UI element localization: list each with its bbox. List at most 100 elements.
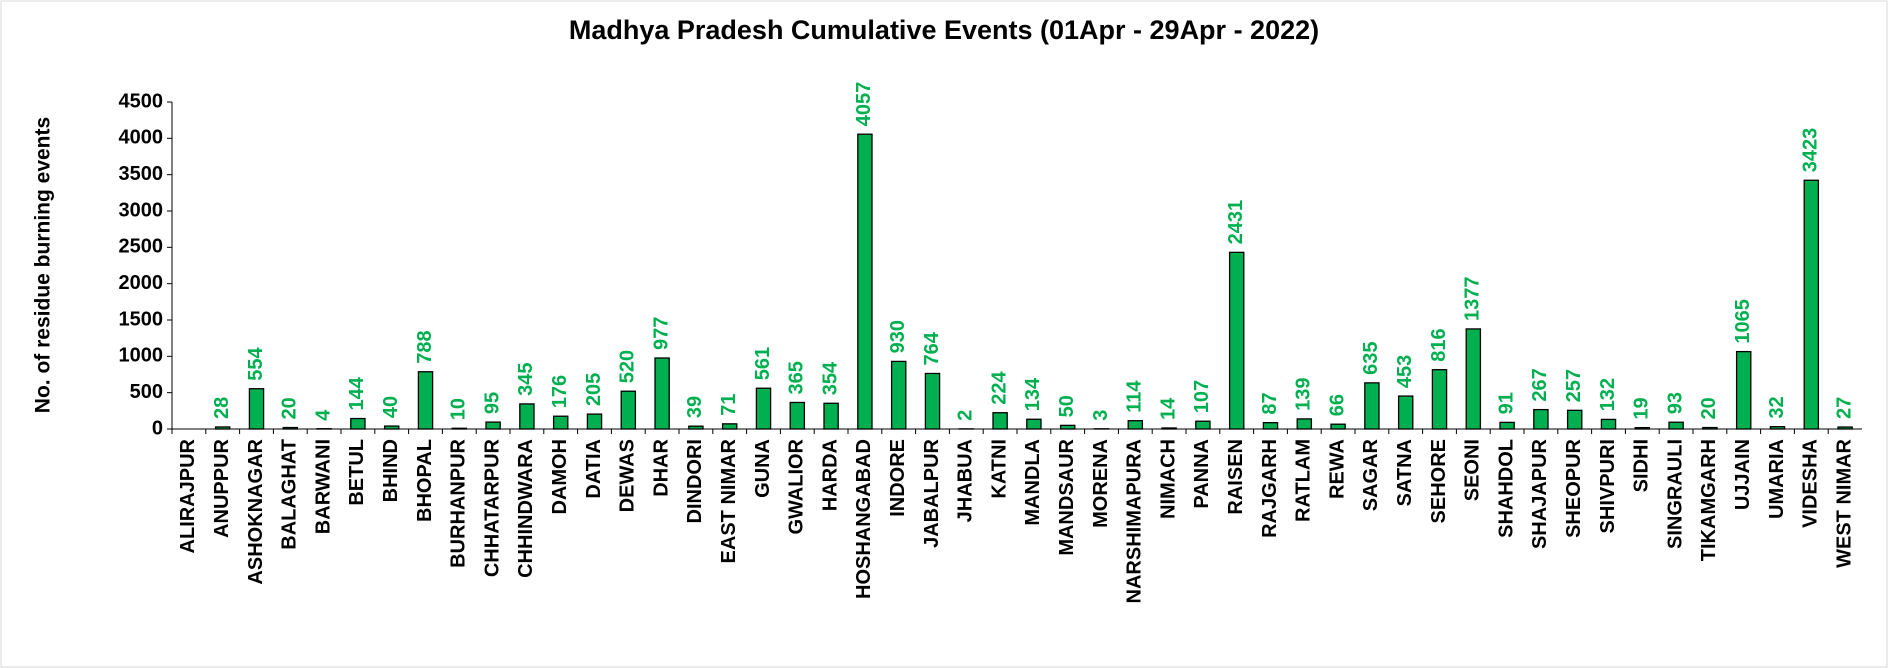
y-tick-label: 3000 bbox=[119, 199, 164, 221]
data-label: 816 bbox=[1428, 328, 1450, 361]
x-tick-label: REWA bbox=[1326, 439, 1348, 499]
x-tick-label: ALIRAJPUR bbox=[177, 438, 199, 553]
bar bbox=[519, 403, 535, 430]
bar bbox=[823, 402, 839, 430]
bar bbox=[654, 357, 670, 430]
x-tick-label: JABALPUR bbox=[921, 438, 943, 547]
x-tick-label: NARSHIMAPURA bbox=[1124, 439, 1146, 603]
bar bbox=[1600, 418, 1617, 430]
x-tick-label: SHIVPURI bbox=[1597, 439, 1619, 533]
bar bbox=[1803, 179, 1820, 430]
bar bbox=[1262, 422, 1279, 430]
y-tick-label: 3500 bbox=[119, 163, 164, 185]
bar bbox=[1026, 418, 1042, 430]
data-label: 144 bbox=[346, 376, 368, 410]
y-tick-label: 2500 bbox=[119, 236, 164, 258]
bar bbox=[1837, 426, 1853, 430]
data-label: 20 bbox=[1698, 397, 1720, 419]
bar bbox=[1161, 427, 1177, 430]
x-tick-label: MANDLA bbox=[1022, 439, 1044, 526]
x-tick-label: SINGRAULI bbox=[1664, 439, 1686, 549]
x-tick-label: ASHOKNAGAR bbox=[245, 438, 267, 584]
bar bbox=[1296, 418, 1313, 430]
chart-title: Madhya Pradesh Cumulative Events (01Apr … bbox=[569, 15, 1319, 45]
x-tick-label: KATNI bbox=[988, 439, 1010, 499]
bar bbox=[992, 412, 1008, 430]
x-tick-label: DEWAS bbox=[617, 439, 639, 512]
data-label: 27 bbox=[1833, 397, 1855, 419]
data-label: 788 bbox=[414, 330, 436, 363]
bar bbox=[857, 133, 873, 430]
data-label: 345 bbox=[515, 363, 537, 396]
x-tick-label: EAST NIMAR bbox=[718, 438, 740, 563]
x-tick-label: HARDA bbox=[819, 439, 841, 511]
data-label: 4 bbox=[312, 409, 334, 421]
data-label: 2431 bbox=[1225, 200, 1247, 245]
data-label: 1377 bbox=[1462, 276, 1484, 321]
y-tick-label: 4500 bbox=[119, 90, 164, 112]
data-label: 28 bbox=[211, 397, 233, 419]
x-tick-label: NIMACH bbox=[1157, 439, 1179, 519]
bar bbox=[1634, 426, 1651, 430]
data-label: 71 bbox=[718, 394, 740, 416]
data-label: 453 bbox=[1394, 355, 1416, 388]
data-label: 176 bbox=[549, 375, 571, 408]
x-tick-label: JHABUA bbox=[955, 439, 977, 522]
data-label: 91 bbox=[1495, 392, 1517, 414]
bar bbox=[1769, 426, 1786, 430]
bar bbox=[1668, 421, 1684, 430]
data-label: 205 bbox=[583, 373, 605, 406]
data-label: 19 bbox=[1631, 397, 1653, 419]
x-tick-label: WEST NIMAR bbox=[1833, 438, 1855, 567]
x-tick-label: BURHANPUR bbox=[448, 438, 470, 567]
x-tick-label: DINDORI bbox=[684, 439, 706, 523]
bar bbox=[789, 401, 806, 430]
x-tick-label: SAGAR bbox=[1360, 438, 1382, 511]
x-tick-label: UMARIA bbox=[1766, 439, 1788, 519]
y-tick-label: 500 bbox=[130, 381, 163, 403]
x-tick-label: DHAR bbox=[650, 438, 672, 496]
bar bbox=[620, 390, 637, 430]
data-label: 134 bbox=[1022, 377, 1044, 411]
bar bbox=[755, 387, 772, 430]
data-label: 39 bbox=[684, 396, 706, 418]
x-tick-label: ANUPPUR bbox=[211, 438, 233, 537]
y-axis-label: No. of residue burning events bbox=[32, 117, 55, 413]
bar bbox=[1735, 350, 1752, 430]
bar bbox=[721, 423, 738, 430]
data-label: 93 bbox=[1664, 392, 1686, 414]
bar bbox=[451, 427, 468, 430]
bar bbox=[1330, 423, 1346, 430]
x-tick-label: DATIA bbox=[583, 439, 605, 499]
data-label: 139 bbox=[1293, 378, 1315, 411]
bar bbox=[1465, 328, 1482, 430]
x-tick-label: HOSHANGABAD bbox=[853, 439, 875, 599]
bar bbox=[924, 372, 941, 430]
data-label: 554 bbox=[245, 346, 267, 380]
bar bbox=[1059, 424, 1076, 430]
bar bbox=[1195, 420, 1211, 430]
data-label: 107 bbox=[1191, 380, 1213, 413]
x-tick-label: BARWANI bbox=[312, 439, 334, 534]
x-tick-label: SHAJAPUR bbox=[1529, 438, 1551, 549]
x-tick-label: SHEOPUR bbox=[1563, 438, 1585, 537]
data-label: 4057 bbox=[853, 82, 875, 127]
bar bbox=[1228, 251, 1245, 430]
x-tick-label: PANNA bbox=[1191, 439, 1213, 509]
data-label: 87 bbox=[1259, 392, 1281, 414]
bar bbox=[1702, 426, 1718, 430]
x-tick-label: BALAGHAT bbox=[279, 439, 301, 550]
data-label: 10 bbox=[448, 398, 470, 420]
bar bbox=[552, 415, 569, 430]
data-label: 354 bbox=[819, 361, 841, 395]
x-tick-label: UJJAIN bbox=[1732, 439, 1754, 510]
x-tick-label: INDORE bbox=[887, 439, 909, 517]
y-tick-label: 2000 bbox=[119, 272, 164, 294]
x-tick-label: CHHATARPUR bbox=[481, 438, 503, 577]
x-tick-label: MANDSAUR bbox=[1056, 438, 1078, 555]
data-label: 114 bbox=[1124, 380, 1146, 413]
x-tick-label: SEHORE bbox=[1428, 439, 1450, 523]
x-tick-label: CHHINDWARA bbox=[515, 439, 537, 578]
data-label: 3 bbox=[1090, 410, 1112, 421]
